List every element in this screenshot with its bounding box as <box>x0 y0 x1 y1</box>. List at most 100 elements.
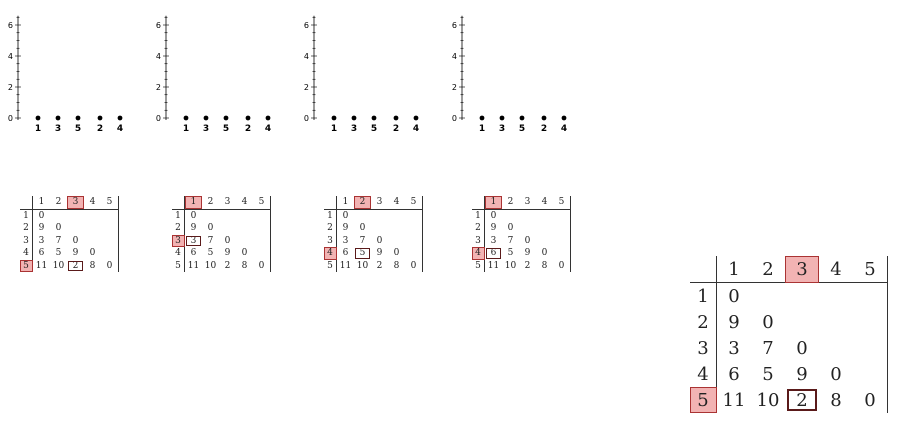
matrix-cell: 2 <box>67 260 84 273</box>
leaf-point <box>393 115 399 121</box>
y-tick-label: 6 <box>452 21 457 30</box>
matrix-cell: 0 <box>507 223 514 234</box>
matrix-cell <box>101 234 119 247</box>
matrix-cell: 9 <box>38 223 45 234</box>
matrix-cell: 11 <box>35 260 48 271</box>
column-header: 2 <box>354 196 371 210</box>
matrix-cell: 3 <box>38 235 45 246</box>
matrix-cell: 11 <box>339 260 352 271</box>
leaf-point <box>183 115 189 121</box>
y-tick-label: 4 <box>452 52 457 61</box>
matrix-cell <box>202 209 219 222</box>
matrix-cell <box>853 282 888 309</box>
y-tick-label: 2 <box>8 83 13 92</box>
matrix-cell <box>101 247 119 260</box>
y-tick-label: 4 <box>8 52 13 61</box>
matrix-cell: 0 <box>830 363 842 385</box>
matrix-cell: 7 <box>207 235 214 246</box>
matrix-cell: 0 <box>553 259 571 272</box>
matrix-cell <box>388 209 405 222</box>
matrix-table: 1 2 3 4 5 1 0 2 9 0 3 3 7 0 4 6 5 9 0 5 11 10 2 8 0 <box>324 196 423 272</box>
column-header: 2 <box>751 256 785 283</box>
column-header: 2 <box>202 196 219 210</box>
leaf-point <box>35 115 41 121</box>
matrix-cell: 2 <box>524 260 531 271</box>
matrix-cell <box>785 283 819 310</box>
matrix-cell: 0 <box>728 285 740 307</box>
matrix-cell <box>853 309 888 335</box>
row-header: 5 <box>20 259 33 272</box>
y-tick-label: 4 <box>304 52 309 61</box>
leaf-label: 4 <box>561 124 567 134</box>
column-header: 3 <box>519 196 536 210</box>
matrix-cell: 5 <box>762 363 774 385</box>
matrix-cell <box>502 209 519 222</box>
matrix-cell <box>405 209 423 222</box>
column-header: 3 <box>67 196 84 210</box>
leaf-label: 2 <box>97 124 103 134</box>
matrix-cell: 8 <box>89 260 96 271</box>
matrix-cell: 0 <box>393 248 400 259</box>
row-header: 1 <box>690 282 717 309</box>
matrix-cell: 10 <box>356 260 369 271</box>
matrix-cell: 0 <box>405 259 423 272</box>
matrix-row: 5 11 10 2 8 0 <box>690 387 888 413</box>
matrix-corner <box>690 256 717 283</box>
matrix-cell: 0 <box>490 210 497 221</box>
leaf-label: 5 <box>223 124 229 134</box>
matrix-row: 5 11 10 2 8 0 <box>172 259 271 272</box>
matrix-cell <box>236 235 253 248</box>
row-header: 3 <box>324 234 337 247</box>
leaf-label: 5 <box>519 124 525 134</box>
matrix-cell <box>751 283 785 310</box>
column-header: 1 <box>484 196 502 210</box>
row-header: 2 <box>20 222 33 235</box>
matrix-cell: 9 <box>72 248 79 259</box>
matrix-cell: 6 <box>728 363 740 385</box>
matrix-cell: 0 <box>253 259 271 272</box>
y-tick-label: 6 <box>304 21 309 30</box>
matrix-cell <box>219 209 236 222</box>
matrix-cell: 10 <box>504 260 517 271</box>
matrix-cell <box>236 209 253 222</box>
leaf-label: 3 <box>351 124 357 134</box>
leaf-label: 2 <box>541 124 547 134</box>
matrix-cell: 8 <box>241 260 248 271</box>
row-header: 3 <box>20 234 33 247</box>
matrix-cell <box>67 222 84 235</box>
matrix-cell: 7 <box>762 337 774 359</box>
leaf-point <box>223 115 229 121</box>
matrix-corner <box>472 196 485 210</box>
matrix-cell <box>853 361 888 387</box>
column-header: 3 <box>219 196 236 210</box>
leaf-label: 5 <box>371 124 377 134</box>
column-header: 2 <box>50 196 67 210</box>
leaf-point <box>203 115 209 121</box>
matrix-cell: 11 <box>487 260 500 271</box>
matrix-cell: 0 <box>762 311 774 333</box>
row-header: 3 <box>172 234 185 247</box>
matrix-cell <box>785 309 819 335</box>
matrix-cell: 0 <box>38 210 45 221</box>
y-tick-label: 4 <box>156 52 161 61</box>
matrix-cell <box>354 209 371 222</box>
dendrogram-1: 0 2 4 6 1 3 5 2 4 <box>0 14 150 144</box>
matrix-cell: 0 <box>224 235 231 246</box>
matrix-cell <box>853 335 888 361</box>
matrix-cell <box>236 222 253 235</box>
matrix-cell: 10 <box>204 260 217 271</box>
y-tick-label: 2 <box>304 83 309 92</box>
column-header: 1 <box>184 196 202 210</box>
matrix-cell <box>253 234 271 247</box>
row-header: 4 <box>690 361 717 387</box>
matrix-cell: 0 <box>853 387 888 413</box>
